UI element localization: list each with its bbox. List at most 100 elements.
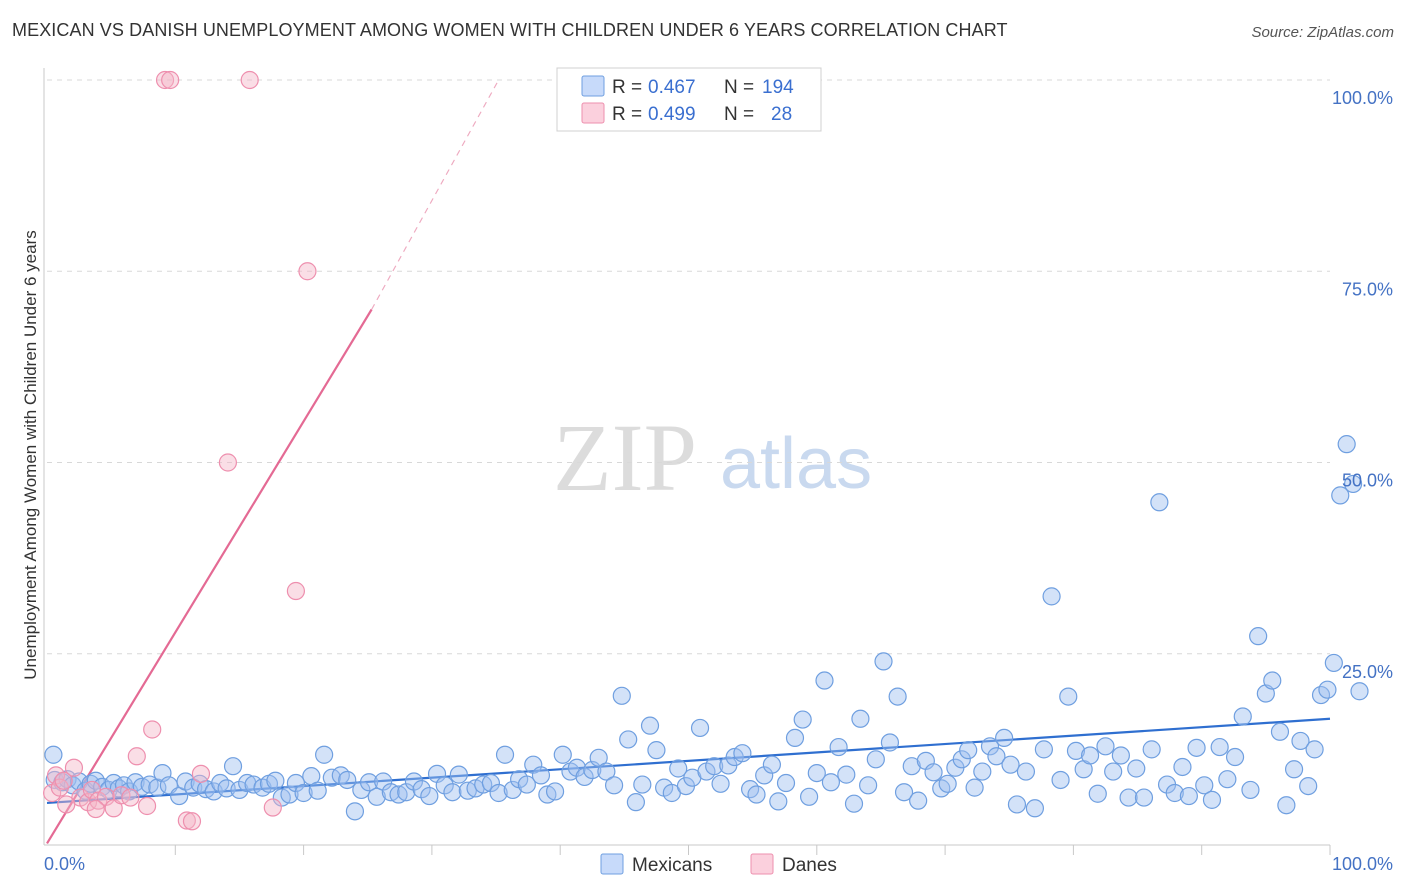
legend-n-label-1: N =	[724, 77, 754, 98]
mexicans-point	[1111, 746, 1130, 765]
danes-point	[191, 764, 211, 783]
mexicans-point	[888, 687, 907, 706]
danes-point	[161, 70, 180, 90]
mexicans-point	[1051, 770, 1070, 790]
mexicans-point	[1218, 770, 1237, 789]
danes-point	[286, 581, 306, 601]
mexicans-point	[866, 750, 885, 769]
danes-point	[263, 798, 282, 817]
legend-swatch-mexicans	[581, 75, 605, 97]
danes-point	[86, 799, 105, 819]
mexicans-point	[1284, 760, 1304, 779]
mexicans-point	[640, 716, 660, 735]
mexicans-point	[359, 773, 379, 792]
mexicans-point	[1096, 737, 1115, 756]
mexicans-point	[837, 765, 856, 784]
mexicans-point	[404, 772, 424, 791]
mexicans-point	[280, 785, 299, 804]
mexicans-point	[844, 794, 864, 813]
mexicans-point	[1337, 435, 1356, 454]
danes-point	[64, 758, 84, 777]
mexicans-point	[230, 780, 249, 800]
danes-point	[57, 795, 76, 814]
legend-r-value-2: 0.499	[648, 104, 696, 125]
danes-point	[182, 812, 202, 831]
mexicans-point	[1173, 757, 1192, 777]
mexicans-point	[1263, 671, 1282, 690]
mexicans-point	[785, 728, 805, 748]
mexicans-point	[1270, 722, 1290, 741]
mexicans-point	[553, 745, 572, 764]
mexicans-point	[308, 781, 327, 800]
mexicans-point	[1059, 687, 1078, 706]
mexicans-point	[1104, 762, 1123, 781]
danes-point	[127, 747, 146, 766]
chart-title: MEXICAN VS DANISH UNEMPLOYMENT AMONG WOM…	[12, 20, 1008, 40]
tick-labels: 25.0% 50.0% 75.0% 100.0% 0.0% 100.0%	[44, 88, 1393, 874]
mexicans-point	[1225, 747, 1245, 767]
mexicans-point	[859, 776, 878, 795]
mexicans-point	[1241, 780, 1260, 800]
mexicans-point	[1150, 493, 1169, 512]
mexicans-point	[1324, 653, 1343, 673]
mexicans-point	[223, 757, 243, 776]
mexicans-point	[874, 652, 893, 671]
mexicans-point	[769, 792, 788, 811]
mexicans-point	[612, 686, 631, 705]
mexicans-point	[604, 776, 624, 795]
mexicans-point	[705, 757, 724, 776]
x-tick-label: 100.0%	[1332, 854, 1393, 874]
mexicans-point	[815, 671, 834, 690]
y-tick-label: 25.0%	[1342, 662, 1393, 682]
mexicans-point	[669, 759, 688, 778]
mexicans-point	[597, 762, 616, 781]
danes-trend-line	[46, 308, 373, 845]
mexicans-point	[952, 750, 971, 769]
series-legend: Mexicans Danes	[600, 853, 837, 876]
mexicans-point	[626, 793, 645, 812]
mexicans-point	[980, 737, 1000, 756]
mexicans-point	[449, 765, 468, 784]
mexicans-point	[1202, 790, 1222, 809]
mexicans-point	[1025, 799, 1045, 818]
mexicans-point	[345, 802, 365, 821]
grid	[47, 79, 1330, 655]
danes-point	[298, 262, 317, 281]
mexicans-point	[1042, 587, 1061, 606]
mexicans-point	[1016, 762, 1036, 781]
legend-n-value-2: 28	[771, 104, 792, 125]
watermark-atlas: atlas	[720, 424, 872, 504]
danes-point	[155, 70, 175, 90]
mexicans-point	[1318, 680, 1337, 699]
x-tick-label: 0.0%	[44, 854, 85, 874]
mexicans-point	[517, 775, 536, 794]
mexicans-point	[932, 779, 951, 798]
legend-swatch-danes-bottom	[750, 853, 774, 875]
mexicans-point	[924, 763, 943, 782]
mexicans-point	[894, 783, 914, 802]
danes-point	[54, 771, 73, 790]
mexicans-point	[367, 787, 386, 806]
mexicans-point	[1127, 759, 1146, 778]
data-points	[43, 70, 1369, 831]
mexicans-point	[1195, 776, 1214, 795]
mexicans-point	[545, 782, 565, 801]
mexicans-point	[1034, 740, 1053, 759]
y-tick-label: 50.0%	[1342, 471, 1393, 491]
danes-point	[143, 720, 162, 739]
watermark: ZIP atlas	[553, 404, 872, 511]
legend-label-danes: Danes	[782, 855, 837, 876]
mexicans-point	[987, 747, 1006, 766]
legend-swatch-danes	[581, 102, 605, 124]
mexicans-point	[821, 773, 841, 792]
mexicans-point	[800, 787, 819, 806]
mexicans-point	[938, 774, 957, 793]
watermark-zip: ZIP	[553, 404, 697, 511]
mexicans-point	[531, 766, 551, 785]
legend-n-value-1: 194	[762, 77, 794, 98]
mexicans-point	[793, 710, 812, 729]
mexicans-point	[1179, 786, 1198, 806]
mexicans-point	[1165, 783, 1184, 803]
legend-r-label-2: R =	[612, 104, 642, 125]
